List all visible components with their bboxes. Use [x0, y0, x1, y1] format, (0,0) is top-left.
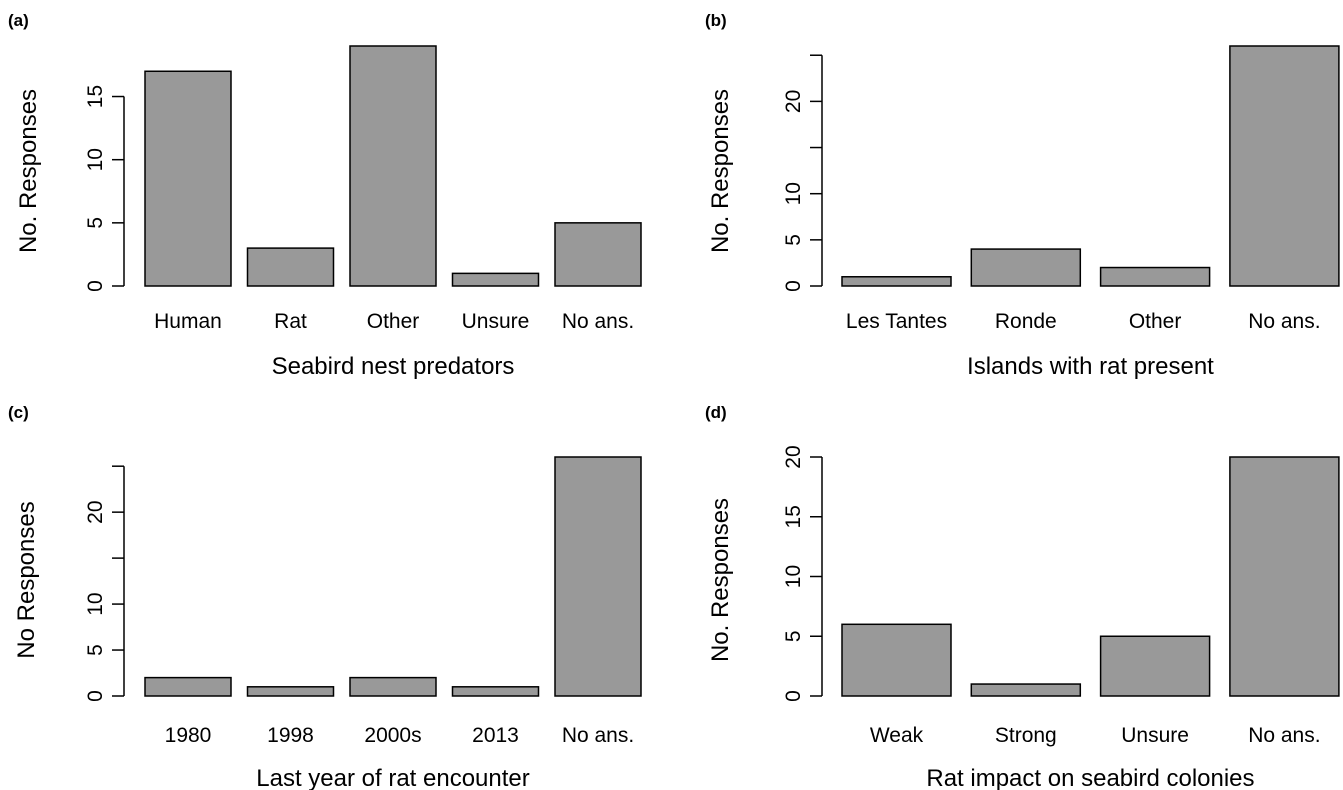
y-axis-label: No. Responses	[707, 89, 734, 253]
category-label: No ans.	[1248, 310, 1320, 333]
bar-ronde	[970, 248, 1082, 287]
category-label: Les Tantes	[846, 310, 947, 333]
category-label: 2000s	[364, 724, 421, 747]
bar-other	[1099, 266, 1211, 287]
bar-strong	[970, 683, 1082, 697]
category-label: No ans.	[1248, 724, 1320, 747]
category-label: No ans.	[562, 310, 634, 333]
category-label: No ans.	[562, 724, 634, 747]
bar-other	[349, 45, 437, 287]
category-label: Weak	[870, 724, 924, 747]
bar-no-ans	[1229, 456, 1340, 697]
y-tick-label: 10	[84, 592, 107, 615]
y-tick-label: 20	[782, 445, 805, 468]
y-tick-label: 0	[84, 690, 107, 702]
y-tick-label: 0	[782, 690, 805, 702]
category-label: Human	[154, 310, 222, 333]
y-tick-label: 20	[782, 90, 805, 113]
bar-les-tantes	[841, 276, 952, 287]
bar-no-ans	[554, 456, 642, 697]
category-label: Other	[1129, 310, 1182, 333]
y-tick-label: 5	[84, 644, 107, 656]
bar-human	[144, 70, 232, 287]
y-tick-label: 0	[84, 280, 107, 292]
bar-no-ans	[1229, 45, 1340, 287]
y-tick-label: 10	[782, 565, 805, 588]
bar-2013	[451, 686, 540, 697]
x-axis-label: Rat impact on seabird colonies	[926, 765, 1254, 790]
category-label: Strong	[995, 724, 1057, 747]
panel-a: (a) 0 5 10 15 No. Responses Human Rat Other Unsur…	[8, 11, 642, 380]
bar-weak	[841, 623, 952, 697]
bar-unsure	[451, 272, 540, 287]
y-axis-label: No Responses	[13, 501, 40, 658]
y-tick-label: 10	[782, 182, 805, 205]
bar-1998	[246, 686, 335, 697]
bar-no-ans	[554, 222, 642, 287]
category-label: 1980	[165, 724, 212, 747]
panel-c: (c) 0 5 10 20 No Responses 1980 1998 2000s 2013 No…	[8, 403, 642, 790]
category-label: Rat	[274, 310, 307, 333]
bar-unsure	[1099, 635, 1211, 697]
y-axis-label: No. Responses	[15, 89, 42, 253]
y-tick-label: 20	[84, 500, 107, 523]
category-label: Unsure	[1121, 724, 1189, 747]
panel-d: (d) 0 5 10 15 20 No. Responses Weak Strong Unsure…	[705, 403, 1340, 790]
y-tick-label: 15	[782, 505, 805, 528]
bar-2000s	[349, 676, 437, 697]
y-tick-label: 0	[782, 280, 805, 292]
panel-letter: (c)	[8, 403, 29, 422]
y-tick-label: 5	[782, 630, 805, 642]
bar-rat	[246, 247, 335, 287]
panel-letter: (b)	[705, 11, 727, 30]
y-tick-label: 10	[84, 148, 107, 171]
category-label: Other	[367, 310, 420, 333]
x-axis-label: Seabird nest predators	[272, 353, 515, 380]
y-tick-label: 5	[782, 234, 805, 246]
x-axis-label: Islands with rat present	[967, 353, 1214, 380]
panel-letter: (a)	[8, 11, 29, 30]
y-tick-label: 5	[84, 217, 107, 229]
category-label: 2013	[472, 724, 519, 747]
category-label: Unsure	[462, 310, 530, 333]
y-axis-label: No. Responses	[707, 498, 734, 662]
category-label: Ronde	[995, 310, 1057, 333]
panel-b: (b) 0 5 10 20 No. Responses Les Tantes Ronde Oth…	[705, 11, 1340, 380]
x-axis-label: Last year of rat encounter	[256, 765, 530, 790]
panel-letter: (d)	[705, 403, 727, 422]
bar-1980	[144, 676, 232, 697]
category-label: 1998	[267, 724, 314, 747]
y-tick-label: 15	[84, 85, 107, 108]
